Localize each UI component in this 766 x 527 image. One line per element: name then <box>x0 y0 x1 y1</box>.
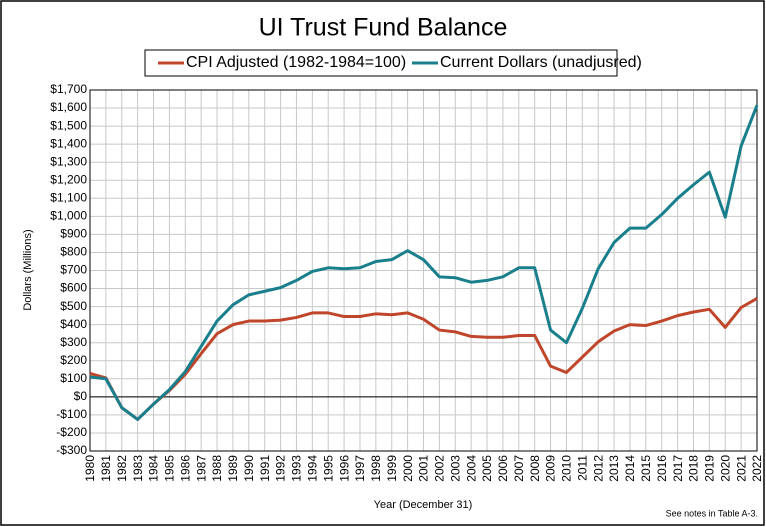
x-tick-label: 1988 <box>210 455 224 482</box>
y-tick-label: $700 <box>60 263 87 277</box>
y-tick-label: -$300 <box>56 443 87 457</box>
chart-title: UI Trust Fund Balance <box>259 14 508 42</box>
y-tick-label: $400 <box>60 317 87 331</box>
x-tick-label: 1989 <box>226 455 240 482</box>
x-tick-label: 1980 <box>83 455 97 482</box>
x-tick-label: 1985 <box>163 455 177 482</box>
x-tick-label: 1982 <box>115 455 129 482</box>
x-tick-label: 2000 <box>401 455 415 482</box>
y-tick-label: $0 <box>74 389 88 403</box>
x-tick-label: 2013 <box>607 455 621 482</box>
x-tick-label: 2006 <box>496 455 510 482</box>
x-tick-label: 2017 <box>671 455 685 482</box>
x-tick-label: 1992 <box>274 455 288 482</box>
x-tick-label: 2019 <box>703 455 717 482</box>
x-tick-label: 2015 <box>639 455 653 482</box>
y-tick-label: $1,300 <box>50 154 87 168</box>
x-axis-label: Year (December 31) <box>374 499 473 511</box>
x-tick-label: 1991 <box>258 455 272 482</box>
y-tick-label: $100 <box>60 371 87 385</box>
x-tick-label: 1996 <box>337 455 351 482</box>
x-tick-label: 1983 <box>131 455 145 482</box>
legend-label: CPI Adjusted (1982-1984=100) <box>186 54 406 71</box>
y-tick-label: $1,100 <box>50 190 87 204</box>
x-tick-label: 1986 <box>178 455 192 482</box>
y-tick-label: $500 <box>60 299 87 313</box>
legend-label: Current Dollars (unadjusred) <box>440 54 642 71</box>
y-tick-label: $1,400 <box>50 136 87 150</box>
y-tick-label: $1,200 <box>50 172 87 186</box>
x-tick-label: 1999 <box>385 455 399 482</box>
x-tick-label: 2021 <box>734 455 748 482</box>
x-tick-label: 2012 <box>591 455 605 482</box>
x-tick-label: 2005 <box>480 455 494 482</box>
x-tick-label: 2022 <box>750 455 764 482</box>
y-tick-label: $1,700 <box>50 82 87 96</box>
x-tick-label: 2014 <box>623 455 637 482</box>
x-tick-label: 1995 <box>321 455 335 482</box>
x-tick-label: 1994 <box>306 455 320 482</box>
x-tick-label: 2001 <box>417 455 431 482</box>
y-tick-label: -$200 <box>56 425 87 439</box>
series-line <box>89 104 759 421</box>
y-tick-label: $300 <box>60 335 87 349</box>
note: See notes in Table A-3. <box>666 508 758 518</box>
y-tick-label: $200 <box>60 353 87 367</box>
y-axis-label: Dollars (Millions) <box>22 229 34 310</box>
x-tick-label: 2020 <box>718 455 732 482</box>
y-tick-label: $1,600 <box>50 100 87 114</box>
x-tick-label: 2011 <box>575 455 589 481</box>
y-tick-label: $1,000 <box>50 209 87 223</box>
y-tick-label: $1,500 <box>50 118 87 132</box>
x-tick-label: 2018 <box>687 455 701 482</box>
y-tick-label: $800 <box>60 245 87 259</box>
x-tick-label: 1993 <box>290 455 304 482</box>
series-line <box>89 297 758 421</box>
x-tick-label: 1998 <box>369 455 383 482</box>
legend-box <box>144 49 618 77</box>
y-tick-label: $600 <box>60 281 87 295</box>
x-tick-label: 1984 <box>147 455 161 482</box>
x-tick-label: 2010 <box>560 455 574 482</box>
x-tick-label: 2008 <box>528 455 542 482</box>
x-tick-label: 1990 <box>242 455 256 482</box>
y-tick-label: -$100 <box>56 407 87 421</box>
x-tick-label: 2002 <box>433 455 447 482</box>
x-tick-label: 1987 <box>194 455 208 482</box>
x-tick-label: 2007 <box>512 455 526 482</box>
x-tick-label: 2009 <box>544 455 558 482</box>
plot-border <box>89 89 758 452</box>
y-tick-label: $900 <box>60 227 87 241</box>
x-tick-label: 1981 <box>99 455 113 482</box>
x-tick-label: 1997 <box>353 455 367 482</box>
x-tick-label: 2004 <box>464 455 478 482</box>
x-tick-label: 2003 <box>448 455 462 482</box>
x-tick-label: 2016 <box>655 455 669 482</box>
